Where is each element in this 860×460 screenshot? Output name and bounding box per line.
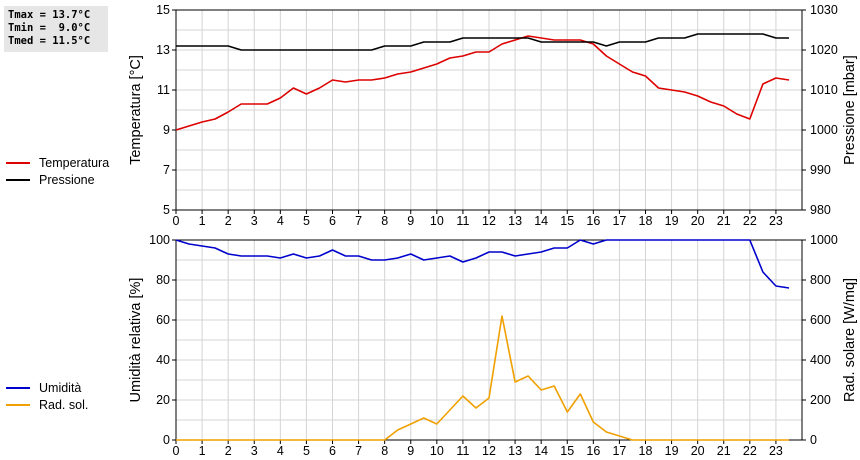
left-tick-label: 15 — [156, 3, 170, 17]
x-tick-label: 5 — [303, 214, 310, 228]
x-tick-label: 0 — [173, 444, 180, 458]
left-axis-title: Umidità relativa [%] — [128, 278, 144, 403]
x-tick-label: 14 — [534, 214, 548, 228]
tmed-label: Tmed = 11.5°C — [8, 35, 91, 47]
x-tick-label: 14 — [534, 444, 548, 458]
x-tick-label: 8 — [381, 444, 388, 458]
x-tick-label: 4 — [277, 444, 284, 458]
x-tick-label: 21 — [717, 214, 731, 228]
x-tick-label: 15 — [560, 214, 574, 228]
x-tick-label: 18 — [639, 444, 653, 458]
left-tick-label: 7 — [163, 163, 170, 177]
x-tick-label: 10 — [430, 214, 444, 228]
x-tick-label: 23 — [769, 444, 783, 458]
left-tick-label: 40 — [156, 353, 170, 367]
x-tick-label: 23 — [769, 214, 783, 228]
right-tick-label: 1020 — [810, 43, 838, 57]
left-tick-label: 0 — [163, 433, 170, 447]
x-tick-label: 12 — [482, 444, 496, 458]
legend-label: Pressione — [39, 173, 95, 187]
x-tick-label: 20 — [691, 214, 705, 228]
right-axis-title: Pressione [mbar] — [842, 55, 858, 165]
stats-box: Tmax = 13.7°C Tmin = 9.0°C Tmed = 11.5°C — [4, 6, 108, 52]
x-tick-label: 11 — [456, 214, 469, 228]
x-tick-label: 17 — [612, 214, 626, 228]
x-tick-label: 6 — [329, 444, 336, 458]
x-tick-label: 21 — [717, 444, 731, 458]
x-tick-label: 19 — [665, 214, 679, 228]
left-tick-label: 11 — [157, 83, 170, 97]
x-tick-label: 8 — [381, 214, 388, 228]
x-tick-label: 9 — [407, 444, 414, 458]
x-tick-label: 4 — [277, 214, 284, 228]
x-tick-label: 1 — [199, 214, 206, 228]
tmin-label: Tmin = 9.0°C — [8, 22, 91, 34]
right-tick-label: 400 — [810, 353, 831, 367]
x-tick-label: 13 — [508, 444, 522, 458]
x-tick-label: 13 — [508, 214, 522, 228]
x-tick-label: 1 — [199, 444, 206, 458]
x-tick-label: 22 — [743, 214, 757, 228]
x-tick-label: 11 — [456, 444, 469, 458]
x-tick-label: 2 — [225, 214, 232, 228]
right-tick-label: 200 — [810, 393, 831, 407]
x-tick-label: 5 — [303, 444, 310, 458]
x-tick-label: 17 — [612, 444, 626, 458]
right-axis-title: Rad. solare [W/mq] — [842, 278, 858, 402]
right-tick-label: 600 — [810, 313, 831, 327]
right-tick-label: 980 — [810, 203, 831, 217]
x-tick-label: 7 — [355, 444, 362, 458]
series-line-pressione — [176, 33, 789, 51]
left-tick-label: 80 — [156, 273, 170, 287]
x-tick-label: 0 — [173, 214, 180, 228]
x-tick-label: 7 — [355, 214, 362, 228]
x-tick-label: 3 — [251, 444, 258, 458]
legend-label: Umidità — [39, 381, 81, 395]
series-line-temperatura — [175, 35, 790, 131]
tmax-label: Tmax = 13.7°C — [8, 9, 91, 21]
x-tick-label: 6 — [329, 214, 336, 228]
right-tick-label: 1010 — [810, 83, 838, 97]
series-line-umidit- — [175, 239, 790, 289]
left-tick-label: 60 — [156, 313, 170, 327]
left-tick-label: 20 — [156, 393, 170, 407]
x-tick-label: 16 — [586, 444, 600, 458]
legend-label: Temperatura — [39, 156, 109, 170]
x-tick-label: 10 — [430, 444, 444, 458]
left-tick-label: 5 — [163, 203, 170, 217]
right-tick-label: 1000 — [810, 123, 838, 137]
left-tick-label: 9 — [163, 123, 170, 137]
left-axis-title: Temperatura [°C] — [128, 55, 144, 165]
right-tick-label: 990 — [810, 163, 831, 177]
x-tick-label: 3 — [251, 214, 258, 228]
right-tick-label: 0 — [810, 433, 817, 447]
x-tick-label: 9 — [407, 214, 414, 228]
legend-label: Rad. sol. — [39, 398, 88, 412]
right-tick-label: 1000 — [810, 233, 838, 247]
x-tick-label: 16 — [586, 214, 600, 228]
x-tick-label: 22 — [743, 444, 757, 458]
x-tick-label: 2 — [225, 444, 232, 458]
x-tick-label: 18 — [639, 214, 653, 228]
x-tick-label: 20 — [691, 444, 705, 458]
x-tick-label: 19 — [665, 444, 679, 458]
right-tick-label: 1030 — [810, 3, 838, 17]
left-tick-label: 100 — [149, 233, 170, 247]
left-tick-label: 13 — [156, 43, 170, 57]
right-tick-label: 800 — [810, 273, 831, 287]
x-tick-label: 15 — [560, 444, 574, 458]
series-line-rad-sol- — [176, 315, 789, 441]
x-tick-label: 12 — [482, 214, 496, 228]
